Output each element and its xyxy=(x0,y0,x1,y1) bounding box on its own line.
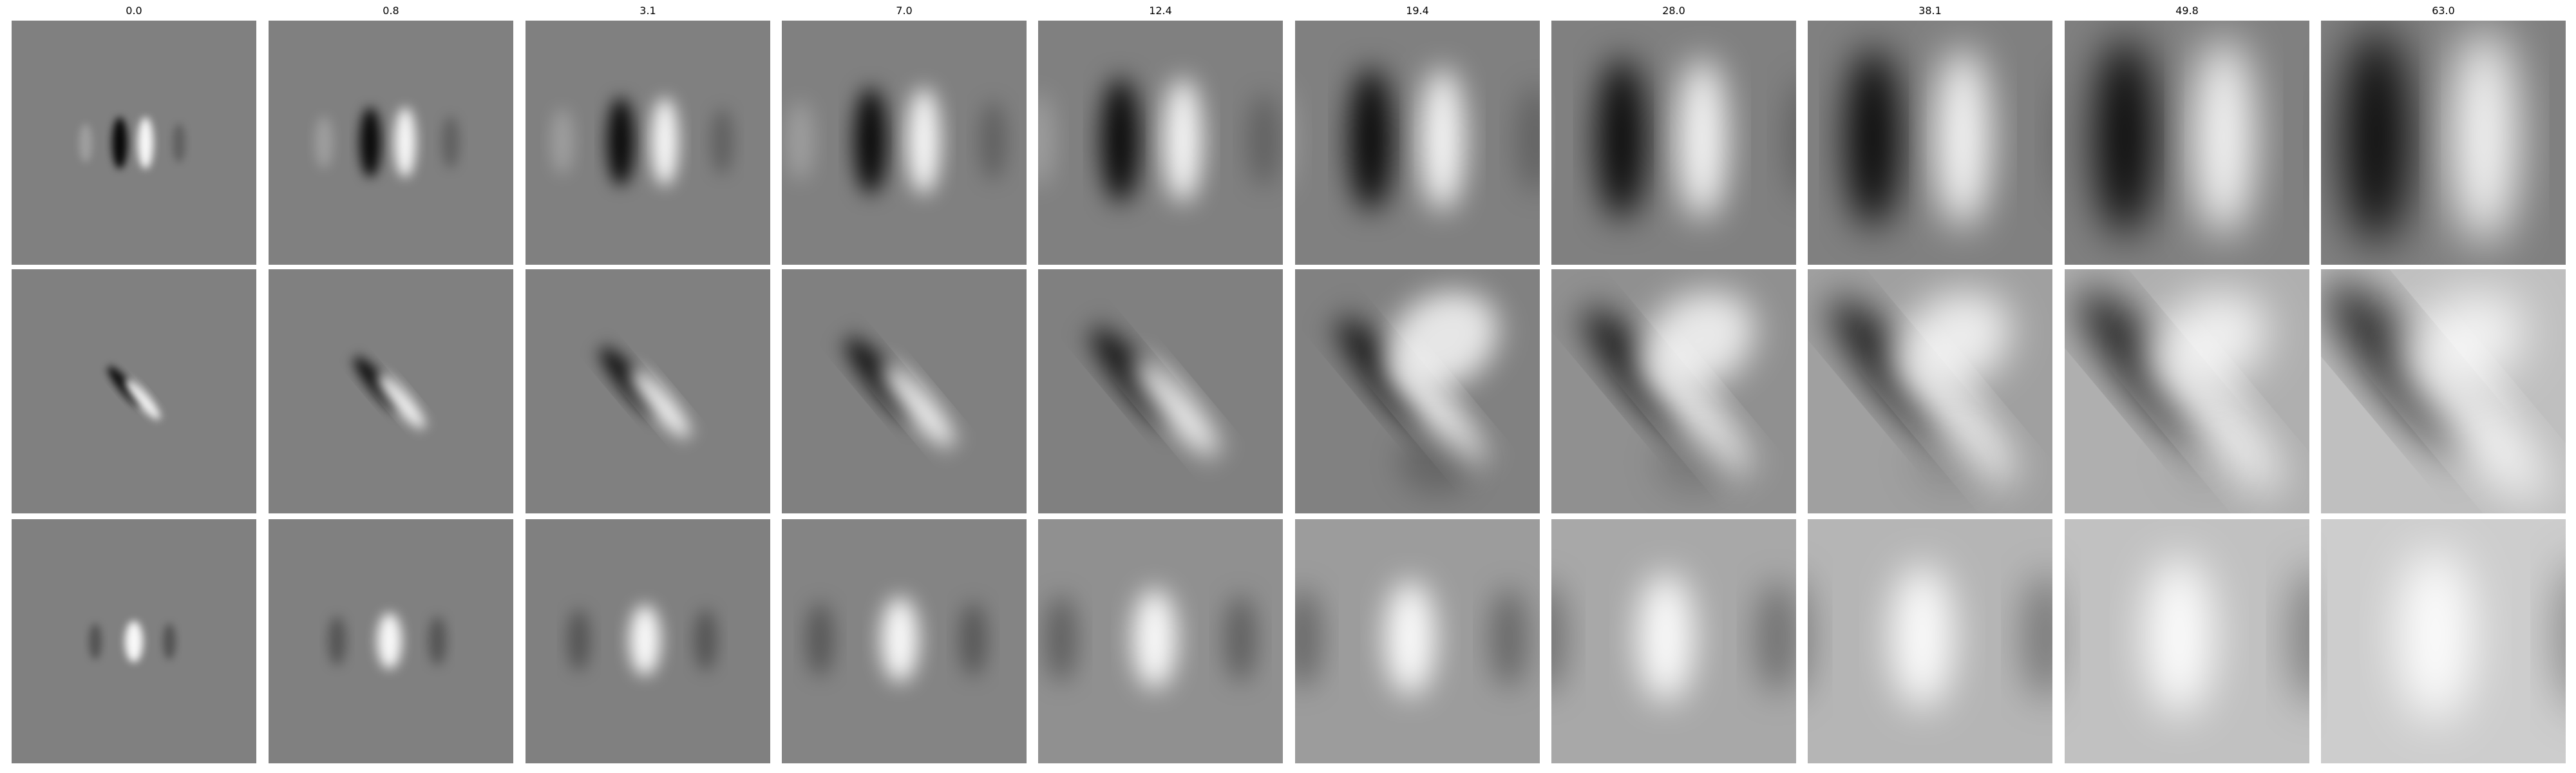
filter-image-r3-c9 xyxy=(2065,519,2309,763)
filter-image-r3-c2 xyxy=(269,519,513,763)
filter-image-r3-c8 xyxy=(1808,519,2052,763)
filter-image-r1-c3 xyxy=(526,21,770,265)
filter-image-r2-c1 xyxy=(12,269,256,513)
column-title: 0.8 xyxy=(383,5,399,17)
filter-image-r1-c8 xyxy=(1808,21,2052,265)
filter-image-r1-c9 xyxy=(2065,21,2309,265)
column-title: 19.4 xyxy=(1406,5,1429,17)
filter-image-r1-c2 xyxy=(269,21,513,265)
filter-image-r2-c7 xyxy=(1551,269,1796,513)
filter-image-r3-c6 xyxy=(1295,519,1540,763)
column-title: 38.1 xyxy=(1918,5,1942,17)
column-title: 63.0 xyxy=(2432,5,2455,17)
filter-image-r2-c3 xyxy=(526,269,770,513)
filter-image-r1-c1 xyxy=(12,21,256,265)
filter-image-r1-c5 xyxy=(1038,21,1283,265)
column-title: 3.1 xyxy=(639,5,656,17)
filter-image-r1-c7 xyxy=(1551,21,1796,265)
filter-image-r3-c5 xyxy=(1038,519,1283,763)
filter-image-r3-c1 xyxy=(12,519,256,763)
filter-image-r2-c2 xyxy=(269,269,513,513)
filter-image-r2-c10 xyxy=(2321,269,2566,513)
filter-image-r2-c4 xyxy=(782,269,1027,513)
column-title: 12.4 xyxy=(1149,5,1172,17)
filter-image-r3-c7 xyxy=(1551,519,1796,763)
filter-image-r2-c8 xyxy=(1808,269,2052,513)
filter-image-r1-c4 xyxy=(782,21,1027,265)
filter-image-r2-c5 xyxy=(1038,269,1283,513)
filter-image-r1-c6 xyxy=(1295,21,1540,265)
column-title: 7.0 xyxy=(896,5,913,17)
column-title: 49.8 xyxy=(2175,5,2199,17)
filter-image-r1-c10 xyxy=(2321,21,2566,265)
filter-image-r3-c4 xyxy=(782,519,1027,763)
filter-image-r3-c10 xyxy=(2321,519,2566,763)
filter-image-r2-c9 xyxy=(2065,269,2309,513)
filter-image-r3-c3 xyxy=(526,519,770,763)
filter-image-r2-c6 xyxy=(1295,269,1540,513)
column-title: 28.0 xyxy=(1662,5,1685,17)
column-title: 0.0 xyxy=(126,5,142,17)
